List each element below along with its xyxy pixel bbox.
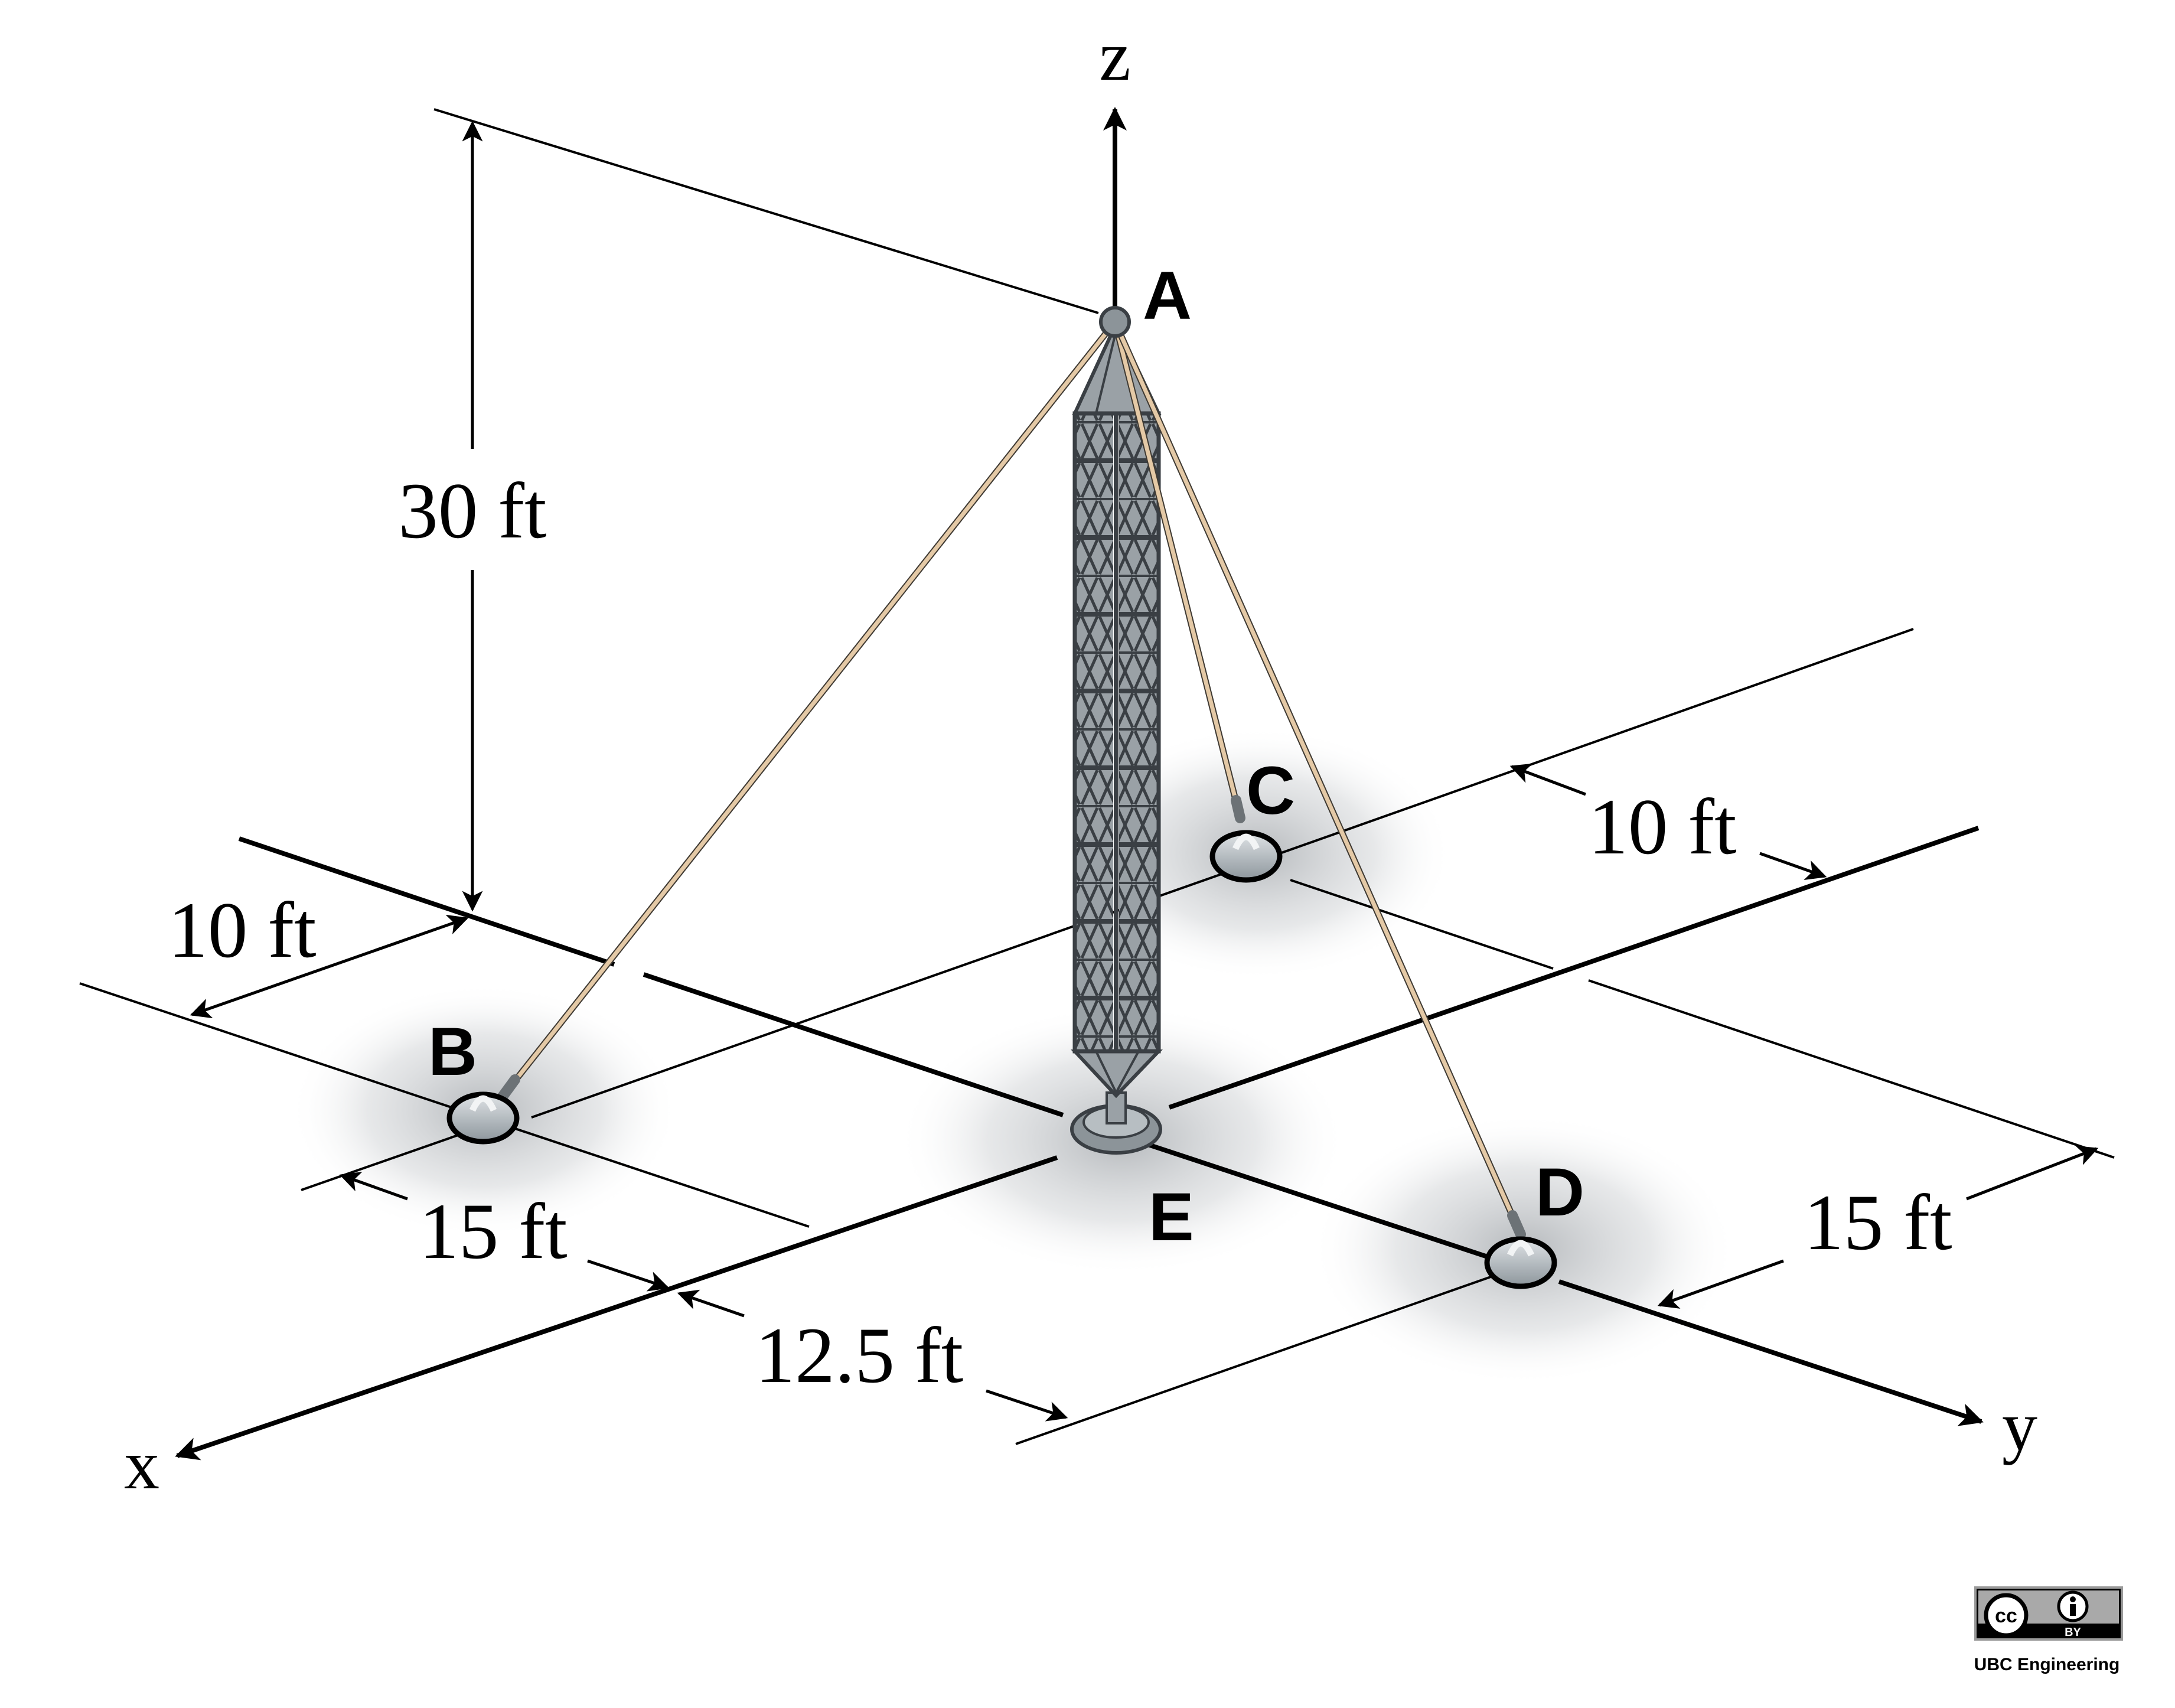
svg-text:cc: cc	[1995, 1605, 2017, 1627]
tower-lattice-right	[1119, 413, 1159, 1051]
point-label-d: D	[1535, 1155, 1584, 1230]
point-label-a: A	[1143, 258, 1192, 334]
anchor-b	[446, 1091, 520, 1145]
anchor-c	[1209, 830, 1283, 883]
anchor-d	[1484, 1236, 1557, 1289]
point-label-e: E	[1149, 1179, 1194, 1255]
axis-label-z: z	[1099, 17, 1130, 95]
axis-label-x: x	[124, 1425, 159, 1504]
pin-a	[1099, 306, 1131, 338]
credit-text: UBC Engineering	[1974, 1655, 2120, 1674]
dim-label-y-left: 15 ft	[419, 1188, 567, 1276]
dim-label-y-mid: 12.5 ft	[755, 1312, 963, 1400]
coordinate-axes	[175, 107, 1984, 1461]
tower-lattice-left	[1075, 413, 1113, 1051]
by-label: BY	[2065, 1626, 2081, 1639]
dim-label-y-right: 15 ft	[1804, 1179, 1952, 1267]
dim-label-height: 30 ft	[398, 467, 546, 555]
cc-icon	[1984, 1593, 2029, 1638]
point-label-b: B	[428, 1014, 477, 1090]
dim-label-x-right: 10 ft	[1588, 783, 1736, 871]
point-label-c: C	[1246, 753, 1295, 829]
axis-label-y: y	[2002, 1387, 2037, 1465]
dimension-lines	[190, 120, 2099, 1422]
cables	[497, 318, 1526, 1240]
cc-by-license-badge: cc BY	[1974, 1586, 2123, 1641]
dim-label-x-left: 10 ft	[168, 886, 316, 974]
